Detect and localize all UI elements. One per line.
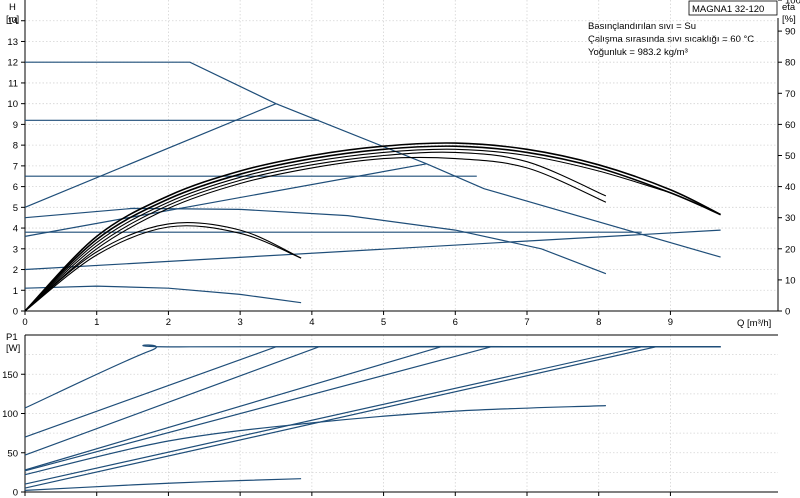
x-tick-label: 9 [668,317,673,328]
y2-axis-unit-eta: [%] [782,14,796,25]
power-curve-3 [24,346,721,471]
y2-tick-label: 60 [785,120,796,131]
x-tick-label: 0 [22,317,27,328]
info-line-temperature: Çalışma sırasında sıvı sıcaklığı = 60 °C [588,34,754,45]
y2-tick-label: 30 [785,213,796,224]
y2-tick-label: 80 [785,58,796,69]
y2-tick-label: 50 [785,151,796,162]
y-tick-label: 8 [13,141,18,152]
y-tick-label: 13 [7,37,18,48]
y2-tick-label: 0 [785,307,790,318]
power-curve-7 [24,405,606,476]
eta-curve-4 [24,156,607,312]
head-curve-7 [24,285,302,304]
y-tick-label: 5 [13,203,18,214]
y-tick-label: 4 [13,224,18,235]
y-tick-label: 10 [7,99,18,110]
head-curve-0 [25,61,721,258]
y-axis-unit-head: [m] [6,14,19,25]
eta-curve-2 [24,148,671,312]
y-tick-label: 1 [13,286,18,297]
eta-curve-1 [24,145,721,312]
x-tick-label: 7 [524,317,529,328]
power-curve-4 [24,346,721,472]
y2-tick-label: 70 [785,89,796,100]
info-line-fluid: Basınçlandırılan sıvı = Su [588,21,696,32]
y2-tick-label: 40 [785,182,796,193]
x-tick-label: 3 [237,317,242,328]
eta-curve-5 [24,222,302,312]
eta-curve-3 [24,151,607,312]
curve-layer [24,61,721,491]
x-tick-label: 4 [309,317,314,328]
y2-tick-label: 100 [785,0,800,7]
grid-layer [24,0,778,493]
y-tick-label: 14 [7,16,18,27]
y-axis-label-head: H [9,2,16,13]
info-line-density: Yoğunluk = 983.2 kg/m³ [588,47,688,58]
y-tick-label: 7 [13,161,18,172]
y-tick-label: 6 [13,182,18,193]
y2-tick-label: 90 [785,27,796,38]
x-tick-label: 8 [596,317,601,328]
y-tick-label: 3 [13,244,18,255]
x-tick-label: 6 [453,317,458,328]
y-tick-label: 12 [7,58,18,69]
head-curve-1 [24,103,277,208]
y-tick-label: 9 [13,120,18,131]
eta-curve-0 [24,142,721,312]
y2-axis-label-eta: eta [782,2,796,13]
y2-tick-label: 20 [785,244,796,255]
chart-title: MAGNA1 32-120 [692,4,764,15]
y-axis-unit-power: [W] [6,343,20,354]
p1-tick-label: 0 [13,488,18,498]
y-tick-label: 2 [13,265,18,276]
p1-tick-label: 100 [2,409,18,420]
axis-layer [21,0,782,496]
eta-curve-6 [24,225,302,312]
y-tick-label: 0 [13,307,18,318]
y-axis-label-power: P1 [6,332,18,343]
power-curve-6 [24,346,721,489]
title-box [688,0,778,16]
x-tick-label: 2 [166,317,171,328]
head-curve-8 [24,229,721,271]
power-curve-1 [24,346,721,438]
x-axis-label: Q [m³/h] [737,318,771,329]
power-curve-8 [24,478,302,491]
x-tick-label: 1 [94,317,99,328]
p1-tick-label: 50 [7,448,18,459]
p1-tick-label: 150 [2,370,18,381]
y-tick-label: 11 [8,78,18,89]
head-curve-6 [24,207,607,275]
x-tick-label: 5 [381,317,386,328]
y2-tick-label: 10 [785,275,796,286]
